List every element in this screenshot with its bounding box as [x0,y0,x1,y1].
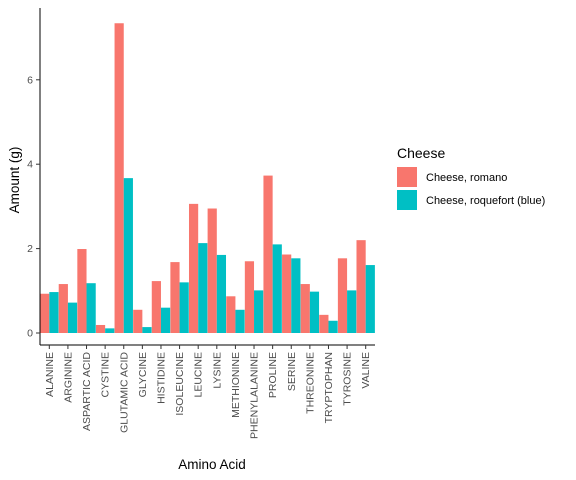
bar-romano-lysine [207,208,217,333]
bar-romano-arginine [58,284,68,333]
bar-romano-alanine [40,293,50,333]
legend-swatch-romano [397,167,417,187]
bar-roquefort-glutamic-acid [123,178,133,333]
legend-items: Cheese, romano Cheese, roquefort (blue) [397,167,545,210]
bar-roquefort-serine [291,258,301,333]
bar-roquefort-arginine [67,302,78,333]
bar-romano-serine [282,254,292,333]
bar-roquefort-cystine [105,328,115,333]
bar-roquefort-valine [365,265,375,333]
bar-romano-tyrosine [337,258,348,333]
bar-romano-glycine [133,309,143,333]
bar-romano-methionine [226,296,236,333]
x-tick-label: PROLINE [267,352,279,398]
x-tick-label: VALINE [360,352,372,389]
legend: Cheese Cheese, romano Cheese, roquefort (… [397,145,545,210]
bar-romano-proline [263,175,273,333]
bar-romano-glutamic-acid [114,23,124,333]
y-axis-title: Amount (g) [7,147,22,214]
x-tick-label: HISTIDINE [155,352,167,404]
bars-layer [40,23,375,333]
x-axis-title: Amino Acid [178,457,246,472]
bar-roquefort-aspartic-acid [86,283,96,333]
x-tick-label: GLUTAMIC ACID [118,352,130,433]
bar-roquefort-alanine [49,292,59,333]
bar-roquefort-isoleucine [179,282,189,333]
y-tick-label: 6 [27,74,33,86]
bar-romano-phenylalanine [244,261,255,333]
x-tick-label: ALANINE [44,352,56,397]
bar-roquefort-phenylalanine [254,290,264,333]
bar-romano-aspartic-acid [77,249,87,333]
bar-roquefort-lysine [216,254,227,333]
bar-roquefort-tryptophan [328,320,338,333]
x-tick-label: GLYCINE [137,352,149,397]
bar-roquefort-tyrosine [347,290,357,333]
bar-roquefort-methionine [235,309,245,333]
bar-romano-histidine [151,281,161,333]
legend-label-roquefort: Cheese, roquefort (blue) [426,195,545,207]
bar-roquefort-proline [272,244,282,333]
legend-label-romano: Cheese, romano [426,172,507,184]
x-tick-label: ASPARTIC ACID [81,352,93,431]
y-tick-label: 0 [27,328,33,340]
bar-roquefort-glycine [142,327,152,333]
legend-title: Cheese [397,145,445,161]
bar-romano-tryptophan [319,314,329,333]
bar-roquefort-histidine [160,307,171,333]
x-tick-label: THREONINE [304,352,316,414]
x-tick-label: METHIONINE [230,352,242,418]
y-ticks: 0 2 4 6 [27,74,40,340]
x-tick-label: TYROSINE [342,352,354,406]
x-tick-label: LEUCINE [193,352,205,398]
bar-romano-cystine [95,324,106,333]
bar-romano-isoleucine [170,262,180,333]
bar-romano-leucine [188,203,199,333]
bar-roquefort-threonine [309,291,320,333]
x-tick-label: TRYPTOPHAN [323,352,335,423]
y-tick-label: 2 [27,243,33,255]
x-tick-label: ISOLEUCINE [174,352,186,416]
bar-romano-valine [356,240,366,333]
x-tick-label: LYSINE [211,352,223,389]
x-tick-label: ARGININE [62,352,74,403]
x-ticks: ALANINE ARGININE ASPARTIC ACID CYSTINE GLUTA… [44,345,372,439]
x-tick-label: PHENYLALANINE [249,352,261,439]
y-tick-label: 4 [27,159,33,171]
bar-romano-threonine [300,284,310,333]
legend-swatch-roquefort [397,190,417,210]
x-tick-label: SERINE [286,352,298,391]
x-tick-label: CYSTINE [100,352,112,398]
bar-roquefort-leucine [198,243,208,333]
